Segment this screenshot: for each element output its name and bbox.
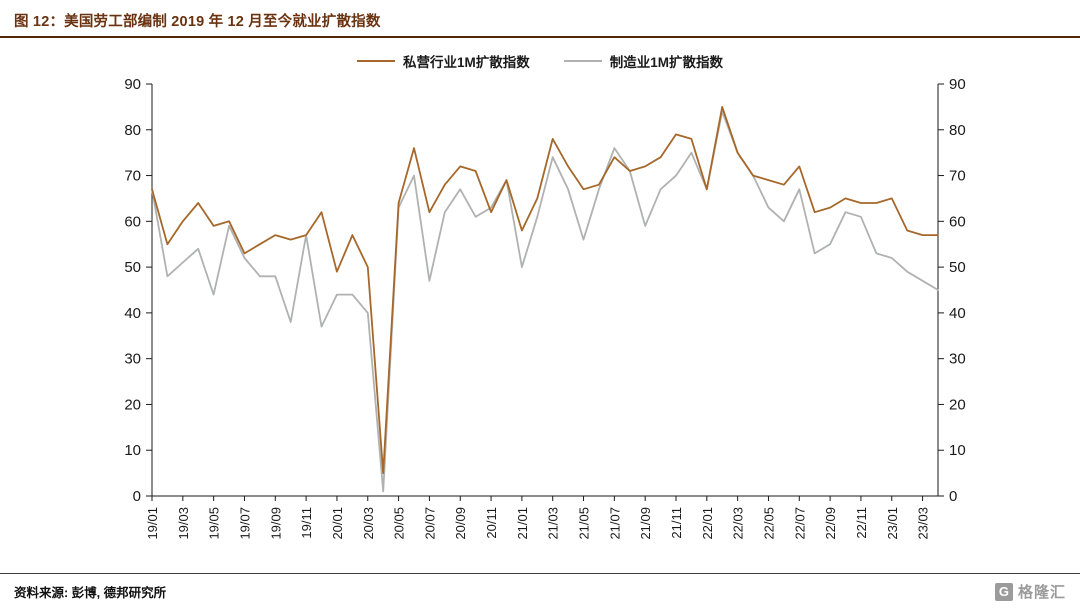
x-tick-label: 19/05: [207, 507, 222, 540]
x-tick-label: 21/07: [607, 507, 622, 540]
legend-line-swatch-manufacturing: [563, 60, 602, 62]
y-tick-label-right: 90: [949, 76, 966, 93]
logo-text: 格隆汇: [1017, 584, 1066, 601]
logo-g-letter: G: [998, 584, 1010, 599]
series-line-1: [151, 110, 939, 493]
x-tick-label: 19/11: [299, 507, 314, 539]
chart-area: 0 0 10 10 20 20 30 30 40 40 50 50 60 60 70 70 80 80 90 90 19…: [0, 72, 1080, 542]
legend-label-private: 私营行业1M扩散指数: [402, 55, 530, 70]
x-tick-label: 21/05: [577, 507, 592, 540]
legend-item-private: 私营行业1M扩散指数: [356, 51, 530, 71]
y-tick-label-left: 30: [124, 351, 141, 368]
footer: 资料来源: 彭博, 德邦研究所 G 格隆汇: [0, 573, 1080, 609]
figure-title: 图 12：美国劳工部编制 2019 年 12 月至今就业扩散指数: [14, 14, 381, 30]
y-tick-label-right: 20: [949, 396, 966, 413]
x-tick-label: 23/03: [916, 507, 931, 540]
x-tick-label: 20/03: [361, 507, 376, 540]
y-tick-label-right: 50: [949, 259, 966, 276]
x-tick-label: 22/11: [854, 507, 869, 539]
gelonghui-logo: G 格隆汇: [994, 581, 1066, 602]
x-tick-label: 20/05: [392, 507, 407, 540]
x-tick-label: 22/07: [792, 507, 807, 540]
y-tick-label-left: 20: [124, 396, 141, 413]
y-tick-label-right: 10: [949, 442, 966, 459]
legend-item-manufacturing: 制造业1M扩散指数: [563, 51, 724, 71]
legend-label-manufacturing: 制造业1M扩散指数: [609, 55, 724, 70]
x-tick-label: 21/11: [669, 507, 684, 539]
x-tick-label: 22/09: [823, 507, 838, 540]
y-tick-label-right: 40: [949, 305, 966, 322]
series-line-0: [151, 106, 939, 475]
figure-title-bar: 图 12：美国劳工部编制 2019 年 12 月至今就业扩散指数: [0, 0, 1080, 38]
x-tick-label: 23/01: [885, 507, 900, 540]
x-tick-label: 19/09: [268, 507, 283, 540]
x-tick-label: 22/05: [761, 507, 776, 540]
x-tick-label: 21/09: [638, 507, 653, 540]
y-tick-label-right: 80: [949, 122, 966, 139]
x-tick-label: 20/01: [330, 507, 345, 540]
x-tick-label: 20/11: [484, 507, 499, 539]
x-tick-label: 19/07: [237, 507, 252, 540]
x-tick-label: 22/01: [700, 507, 715, 540]
y-tick-label-left: 70: [124, 168, 141, 185]
y-tick-label-left: 90: [124, 76, 141, 93]
y-tick-label-right: 30: [949, 351, 966, 368]
y-tick-label-right: 60: [949, 213, 966, 230]
x-tick-label: 21/03: [546, 507, 561, 540]
x-tick-label: 20/09: [453, 507, 468, 540]
logo-g-icon: G: [994, 582, 1013, 601]
y-tick-label-left: 60: [124, 213, 141, 230]
y-tick-label-left: 50: [124, 259, 141, 276]
x-tick-label: 19/03: [176, 507, 191, 540]
y-tick-label-left: 10: [124, 442, 141, 459]
y-tick-label-right: 70: [949, 168, 966, 185]
y-tick-label-left: 80: [124, 122, 141, 139]
y-tick-label-right: 0: [949, 488, 957, 505]
legend-line-swatch-private: [356, 60, 395, 62]
x-tick-label: 20/07: [422, 507, 437, 540]
source-text: 资料来源: 彭博, 德邦研究所: [14, 586, 167, 600]
chart-canvas: 0 0 10 10 20 20 30 30 40 40 50 50 60 60 70 70 80 80 90 90 19…: [124, 76, 966, 540]
x-tick-label: 19/01: [145, 507, 160, 540]
chart-legend: 私营行业1M扩散指数 制造业1M扩散指数: [0, 50, 1080, 72]
y-tick-label-left: 0: [133, 488, 141, 505]
y-tick-label-left: 40: [124, 305, 141, 322]
x-tick-label: 22/03: [731, 507, 746, 540]
x-tick-label: 21/01: [515, 507, 530, 540]
